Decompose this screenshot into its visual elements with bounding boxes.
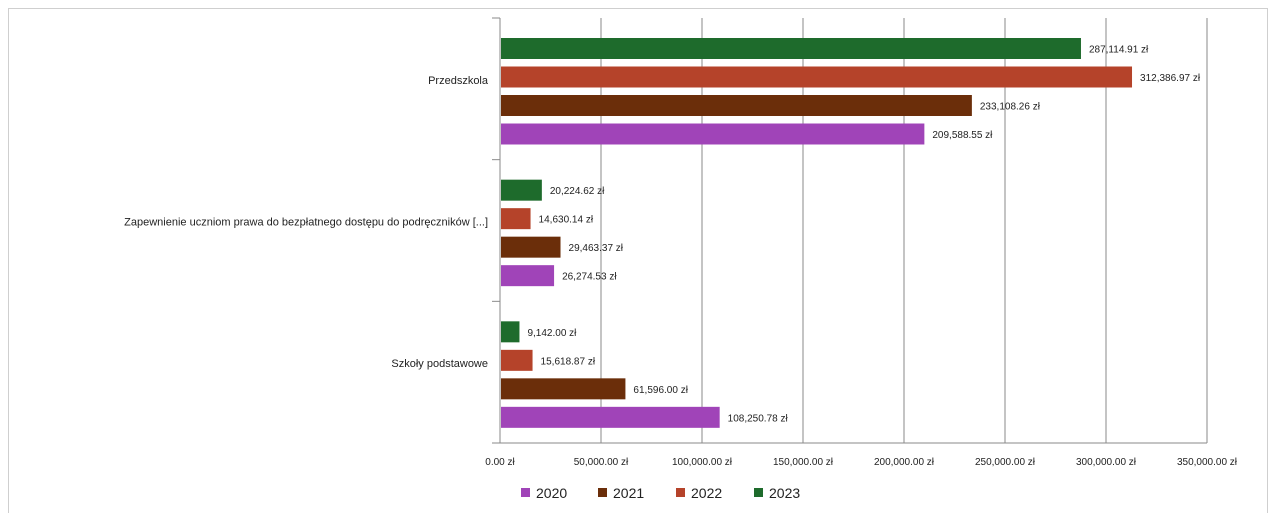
data-label: 233,108.26 zł [980,102,1041,113]
legend-label: 2023 [769,485,800,501]
data-label: 209,588.55 zł [932,130,993,141]
bar-2020 [501,265,555,287]
bar-2023 [501,179,542,201]
legend-label: 2022 [691,485,722,501]
bar-2020 [501,123,925,145]
x-tick-label: 250,000.00 zł [975,457,1036,468]
data-label: 287,114.91 zł [1089,45,1149,56]
data-label: 20,224.62 zł [550,186,605,197]
data-label: 29,463.37 zł [569,243,624,254]
x-tick-label: 300,000.00 zł [1076,457,1137,468]
bar-2022 [501,349,533,371]
x-tick-label: 150,000.00 zł [773,457,834,468]
category-label: Zapewnienie uczniom prawa do bezpłatnego… [124,217,488,229]
data-label: 312,386.97 zł [1140,73,1201,84]
x-tick-label: 100,000.00 zł [672,457,733,468]
bar-2020 [501,406,720,428]
bar-2023 [501,321,520,343]
bar-2021 [501,378,626,400]
bar-2022 [501,208,531,230]
bar-2021 [501,95,972,116]
x-tick-label: 0.00 zł [485,457,515,468]
data-label: 15,618.87 zł [541,356,596,367]
category-label: Szkoły podstawowe [391,358,488,370]
data-label: 26,274.53 zł [562,272,617,283]
x-tick-label: 200,000.00 zł [874,457,935,468]
legend-swatch-2022 [676,488,685,497]
category-label: Przedszkola [428,75,489,87]
legend-swatch-2023 [754,488,763,497]
legend-swatch-2020 [521,488,530,497]
legend-label: 2020 [536,485,567,501]
x-tick-label: 350,000.00 zł [1177,457,1238,468]
data-label: 9,142.00 zł [527,328,577,339]
x-tick-label: 50,000.00 zł [574,457,629,468]
bar-2023 [501,38,1081,59]
bar-2022 [501,66,1133,88]
data-label: 14,630.14 zł [539,215,594,226]
data-label: 108,250.78 zł [728,413,789,424]
chart-frame [8,8,1268,513]
legend-label: 2021 [613,485,644,501]
bar-2021 [501,236,561,258]
data-label: 61,596.00 zł [633,385,688,396]
legend-swatch-2021 [598,488,607,497]
